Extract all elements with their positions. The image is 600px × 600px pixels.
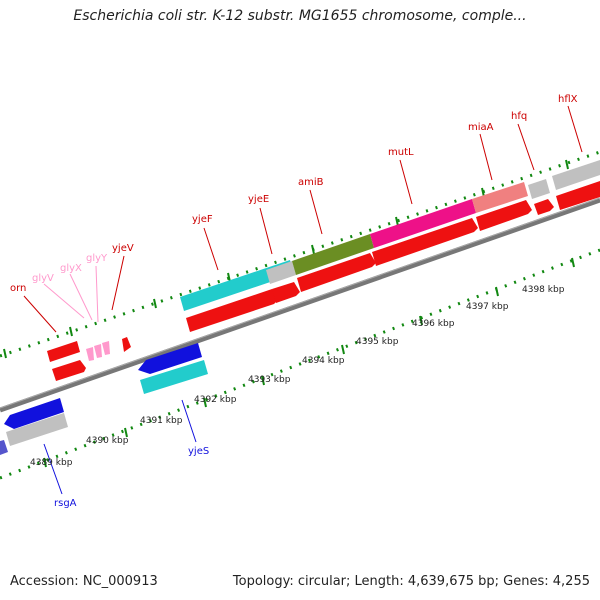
gene-yjeF-grey[interactable] [180,260,294,311]
gene-label-yjeS[interactable]: yjeS [188,446,209,457]
kbp-label-4395: 4395 kbp [356,337,399,347]
kbp-labels: 4389 kbp 4390 kbp 4391 kbp 4392 kbp 4393… [30,285,565,468]
gene-hfq[interactable] [528,179,550,199]
gene-yjeE-grey[interactable] [266,261,296,284]
gene-yjeV[interactable] [122,337,131,352]
kbp-label-4390: 4390 kbp [86,436,129,446]
map-title: Escherichia coli str. K-12 substr. MG165… [73,8,527,24]
gene-hflX-grey[interactable] [552,160,600,190]
inner-major-ticks [43,257,575,468]
outer-forward-features [47,160,600,362]
accession-text: Accession: NC_000913 [10,574,158,589]
gene-left-violet[interactable] [0,440,8,455]
gene-label-amiB[interactable]: amiB [298,177,324,188]
gene-orn-forward[interactable] [47,341,80,362]
kbp-label-4393: 4393 kbp [248,375,291,385]
kbp-label-4398: 4398 kbp [522,285,565,295]
gene-label-yjeV[interactable]: yjeV [112,243,134,254]
kbp-label-4397: 4397 kbp [466,302,509,312]
gene-yjeS[interactable] [140,360,208,394]
label-leaders [23,105,583,495]
gene-hfq-red[interactable] [534,199,554,215]
trna-glyX[interactable] [94,344,102,358]
gene-label-glyX[interactable]: glyX [60,263,82,274]
gene-miaA-red[interactable] [476,200,532,231]
trna-glyY[interactable] [102,341,110,355]
gene-orn-lower[interactable] [52,360,86,381]
gene-label-mutL[interactable]: mutL [388,147,414,158]
gene-mutL-red[interactable] [372,218,478,266]
kbp-label-4389: 4389 kbp [30,458,73,468]
gene-label-hflX[interactable]: hflX [558,94,578,105]
gene-labels: orn glyV glyX glyY yjeV yjeF yjeE amiB m… [10,94,578,509]
gene-mutL[interactable] [370,199,476,248]
gene-rsgA-grey[interactable] [6,413,68,446]
kbp-label-4391: 4391 kbp [140,416,183,426]
gene-hflX-red[interactable] [556,181,600,210]
gene-label-rsgA[interactable]: rsgA [54,498,77,509]
reverse-features [0,343,208,455]
kbp-label-4394: 4394 kbp [302,356,345,366]
gene-blue-middle[interactable] [138,343,202,374]
kbp-label-4392: 4392 kbp [194,395,237,405]
second-forward-features [52,181,600,381]
gene-label-hfq[interactable]: hfq [511,111,527,122]
outer-major-ticks [3,159,569,359]
gene-rsgA-upper[interactable] [4,398,64,429]
gene-amiB-red[interactable] [297,253,376,292]
gene-label-miaA[interactable]: miaA [468,122,494,133]
gene-yjeF-red[interactable] [186,289,278,332]
gene-label-yjeE[interactable]: yjeE [248,194,269,205]
gene-label-yjeF[interactable]: yjeF [192,214,213,225]
gene-label-glyY[interactable]: glyY [86,253,108,264]
gene-label-glyV[interactable]: glyV [32,273,54,284]
inner-tick-row [0,248,600,480]
gene-amiB[interactable] [292,234,374,275]
gene-yjeE-red[interactable] [272,282,300,303]
chromosome-backbone [0,197,600,413]
trna-glyV[interactable] [86,347,94,361]
gene-miaA[interactable] [472,182,528,213]
topology-summary: Topology: circular; Length: 4,639,675 bp… [232,574,590,589]
gene-label-orn[interactable]: orn [10,283,26,294]
kbp-label-4396: 4396 kbp [412,319,455,329]
